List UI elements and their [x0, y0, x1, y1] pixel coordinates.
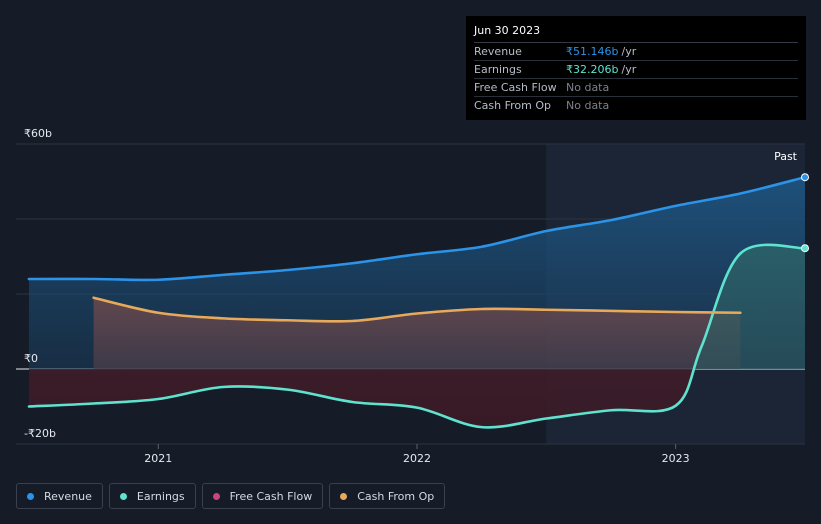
tooltip-value: ₹32.206b [566, 63, 619, 76]
tooltip-row-revenue: Revenue ₹51.146b /yr [474, 43, 798, 61]
revenue-line [27, 175, 805, 282]
legend-item-earnings[interactable]: Earnings [108, 483, 196, 509]
tooltip: Jun 30 2023 Revenue ₹51.146b /yr Earning… [466, 16, 806, 120]
y-tick-label: -₹20b [24, 427, 56, 440]
tooltip-row-free-cash-flow: Free Cash Flow No data [474, 79, 798, 97]
legend-item-revenue[interactable]: Revenue [16, 483, 103, 509]
tooltip-value: No data [566, 99, 610, 112]
tooltip-value: No data [566, 81, 610, 94]
cash-from-op-area [93, 297, 741, 369]
legend-dot-icon [212, 492, 220, 500]
tooltip-unit: /yr [621, 45, 637, 58]
legend-label: Free Cash Flow [229, 489, 313, 503]
tooltip-label: Earnings [474, 63, 522, 76]
legend-dot-icon [119, 492, 127, 500]
tooltip-row-cash-from-op: Cash From Op No data [474, 97, 798, 114]
tooltip-label: Revenue [474, 45, 522, 58]
x-tick-label: 2022 [403, 452, 431, 465]
x-tick-label: 2021 [144, 452, 172, 465]
legend: Revenue Earnings Free Cash Flow Cash Fro… [16, 483, 446, 509]
tooltip-value: ₹51.146b [566, 45, 619, 58]
tooltip-row-earnings: Earnings ₹32.206b /yr [474, 61, 798, 79]
y-tick-label: ₹0 [24, 352, 38, 365]
tooltip-date: Jun 30 2023 [474, 22, 798, 43]
legend-label: Cash From Op [357, 489, 435, 503]
legend-label: Earnings [136, 489, 185, 503]
legend-dot-icon [340, 492, 348, 500]
cash-from-op-line [92, 296, 742, 323]
revenue-end-point[interactable] [801, 173, 809, 182]
legend-item-free-cash-flow[interactable]: Free Cash Flow [201, 483, 324, 509]
earnings-line [27, 243, 805, 429]
earnings-negative-area [28, 369, 805, 428]
earnings-positive-area [28, 244, 805, 369]
y-tick-label: ₹60b [24, 127, 52, 140]
legend-label: Revenue [44, 489, 92, 503]
tooltip-label: Cash From Op [474, 99, 552, 112]
legend-item-cash-from-op[interactable]: Cash From Op [329, 483, 446, 509]
earnings-end-point[interactable] [801, 244, 809, 253]
legend-dot-icon [27, 492, 34, 500]
past-label: Past [774, 150, 798, 163]
tooltip-unit: /yr [621, 63, 637, 76]
x-tick-label: 2023 [662, 452, 690, 465]
tooltip-label: Free Cash Flow [474, 81, 557, 94]
